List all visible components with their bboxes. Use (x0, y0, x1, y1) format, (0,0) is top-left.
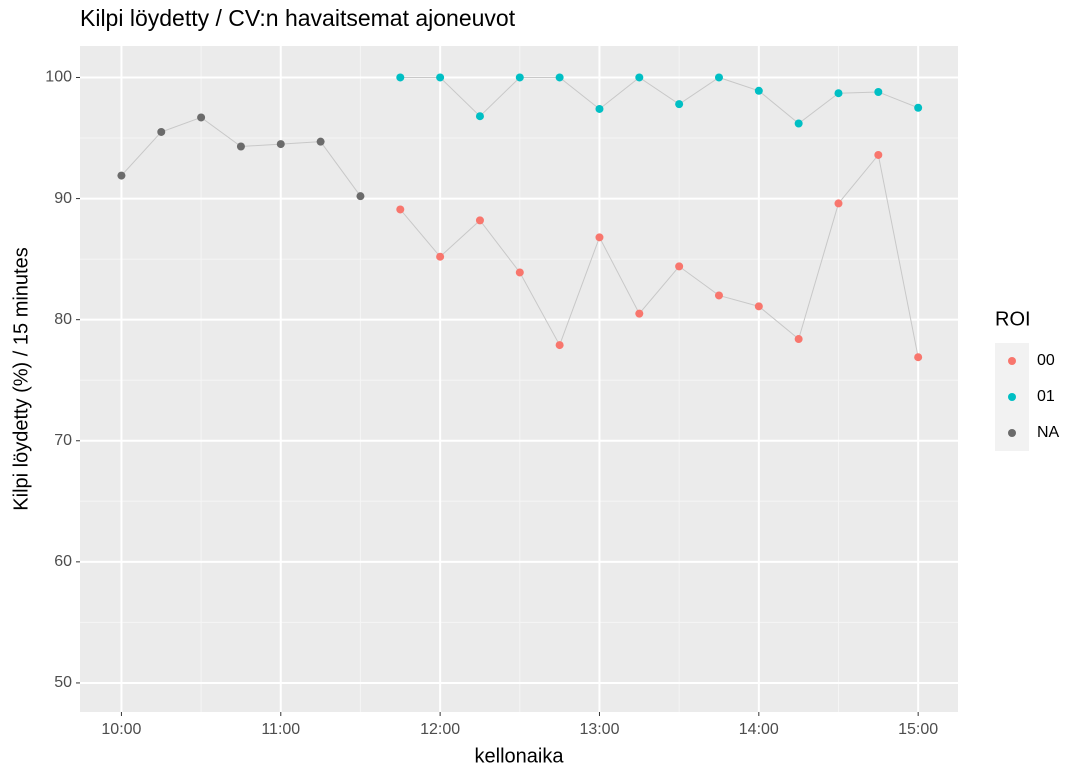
x-tick-label: 14:00 (739, 721, 779, 738)
point (356, 192, 365, 201)
point (555, 341, 564, 350)
x-tick-label: 12:00 (420, 721, 460, 738)
point (595, 104, 604, 113)
x-tick-label: 13:00 (579, 721, 619, 738)
point (714, 73, 723, 82)
legend-key (1008, 393, 1016, 401)
chart-title: Kilpi löydetty / CV:n havaitsemat ajoneu… (80, 5, 516, 31)
y-tick-label: 100 (45, 69, 72, 86)
legend-label: 01 (1037, 388, 1055, 405)
point (157, 127, 166, 136)
point (675, 262, 684, 271)
point (914, 353, 923, 362)
legend-label: NA (1037, 424, 1060, 441)
point (595, 233, 604, 242)
y-axis-label: Kilpi löydetty (%) / 15 minutes (10, 247, 32, 510)
point (874, 150, 883, 159)
point (475, 112, 484, 121)
y-tick-label: 90 (54, 190, 72, 207)
series-line (400, 76, 919, 125)
legend-title: ROI (995, 308, 1031, 330)
point (754, 302, 763, 311)
point (236, 142, 245, 151)
point (914, 103, 923, 112)
point (635, 73, 644, 82)
point (396, 73, 405, 82)
point (515, 73, 524, 82)
point (117, 171, 126, 180)
point (834, 199, 843, 208)
point (675, 100, 684, 109)
point (396, 205, 405, 214)
point (475, 216, 484, 225)
point (635, 309, 644, 318)
x-tick-label: 15:00 (898, 721, 938, 738)
point (794, 335, 803, 344)
y-tick-label: 50 (54, 674, 72, 691)
point (197, 113, 206, 122)
y-tick-label: 60 (54, 553, 72, 570)
series-line (399, 153, 919, 358)
point (276, 140, 285, 149)
point (436, 73, 445, 82)
point (515, 268, 524, 277)
point (874, 88, 883, 97)
point (316, 137, 325, 146)
y-tick-label: 80 (54, 311, 72, 328)
point (555, 73, 564, 82)
x-tick-label: 10:00 (101, 721, 141, 738)
point (794, 119, 803, 128)
legend-label: 00 (1037, 352, 1055, 369)
legend-key (1008, 429, 1016, 437)
x-axis-label: kellonaika (475, 745, 565, 767)
point (834, 89, 843, 98)
point (754, 86, 763, 95)
plot-panel (80, 46, 958, 712)
y-tick-label: 70 (54, 432, 72, 449)
legend-key (1008, 357, 1016, 365)
point (714, 291, 723, 300)
x-tick-label: 11:00 (261, 721, 300, 738)
point (436, 252, 445, 261)
